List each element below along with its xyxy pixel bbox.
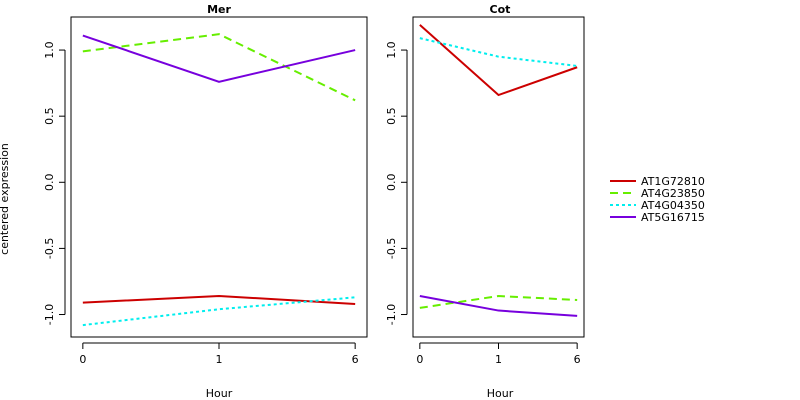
panel-cot: Cot Hour -1.0 -0.5 0.0 0.5 1.0 0 1 6 — [385, 3, 585, 400]
legend-label-at1g72810: AT1G72810 — [641, 175, 705, 188]
y-tick-label-mer: 0.0 — [43, 174, 56, 192]
x-tick-label-cot: 0 — [416, 353, 423, 366]
panel-title-mer: Mer — [207, 3, 231, 16]
y-tick-label-mer: -0.5 — [43, 238, 56, 259]
x-tick-label-cot: 1 — [495, 353, 502, 366]
series-line-at4g23850-cot — [419, 295, 578, 309]
x-tick-label-mer: 1 — [216, 353, 223, 366]
plot-frame-mer — [70, 16, 368, 338]
x-tick-label-mer: 0 — [79, 353, 86, 366]
x-axis-label-cot: Hour — [487, 387, 514, 400]
y-tick-label-cot: -1.0 — [385, 304, 398, 325]
y-tick-label-cot: 0.0 — [385, 174, 398, 192]
y-tick-label-cot: -0.5 — [385, 238, 398, 259]
series-line-at5g16715-cot — [419, 295, 578, 317]
y-tick-label-mer: 1.0 — [43, 41, 56, 59]
series-line-at4g04350-cot — [419, 37, 578, 67]
y-tick-label-mer: 0.5 — [43, 107, 56, 125]
y-tick-label-cot: 0.5 — [385, 107, 398, 125]
plot-frame-cot — [412, 16, 585, 338]
panel-mer: Mer Hour -1.0 -0.5 0.0 0.5 1.0 0 1 6 — [43, 3, 368, 400]
series-line-at4g04350-mer — [82, 296, 356, 327]
legend-label-at4g23850: AT4G23850 — [641, 187, 705, 200]
series-line-at5g16715-mer — [82, 34, 356, 83]
x-tick-label-cot: 6 — [574, 353, 581, 366]
series-line-at1g72810-mer — [82, 295, 356, 305]
y-tick-label-mer: -1.0 — [43, 304, 56, 325]
panel-title-cot: Cot — [490, 3, 511, 16]
series-line-at4g23850-mer — [82, 33, 356, 102]
legend-label-at5g16715: AT5G16715 — [641, 211, 705, 224]
legend-label-at4g04350: AT4G04350 — [641, 199, 705, 212]
y-tick-label-cot: 1.0 — [385, 41, 398, 59]
y-axis-label: centered expression — [0, 143, 11, 255]
series-line-at1g72810-cot — [419, 24, 578, 97]
x-axis-label-mer: Hour — [206, 387, 233, 400]
x-tick-label-mer: 6 — [352, 353, 359, 366]
